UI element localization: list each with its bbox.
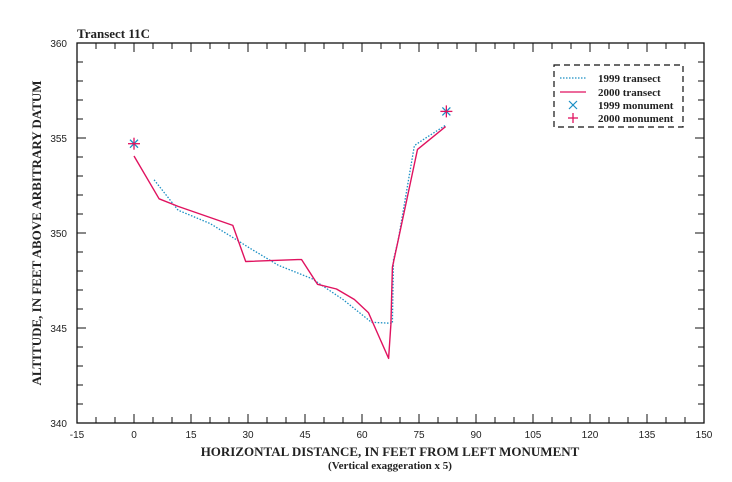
- y-axis-tick-labels: 340 345 350 355 360: [50, 39, 67, 430]
- x-axis-ticks: [76, 43, 705, 423]
- legend-2000-monument-label: 2000 monument: [598, 113, 674, 125]
- x-tick-label: 60: [356, 430, 368, 441]
- x-tick-label: 15: [185, 430, 197, 441]
- x-tick-label: -15: [70, 430, 85, 441]
- x-tick-label: 0: [131, 430, 137, 441]
- legend: 1999 transect 2000 transect 1999 monumen…: [553, 64, 684, 128]
- chart-title: Transect 11C: [77, 26, 150, 41]
- x-tick-label: 45: [299, 430, 311, 441]
- plus-marker-icon: [128, 137, 140, 150]
- y-axis-title: ALTITUDE, IN FEET ABOVE ARBITRARY DATUM: [29, 80, 44, 385]
- y-tick-label: 350: [50, 229, 67, 240]
- y-tick-label: 355: [50, 134, 67, 145]
- 2000-transect-line: [133, 126, 447, 360]
- legend-1999-transect-label: 1999 transect: [598, 73, 661, 85]
- plus-marker-icon: [440, 105, 453, 118]
- legend-plus-marker-icon: [568, 113, 578, 123]
- x-tick-label: 75: [413, 430, 425, 441]
- y-tick-label: 340: [50, 419, 67, 430]
- x-axis-tick-labels: -15 0 15 30 45 60 75 90 105 120 135 150: [70, 430, 713, 441]
- x-axis-subtitle: (Vertical exaggeration x 5): [328, 460, 452, 472]
- 1999-transect-line: [153, 124, 447, 324]
- y-tick-label: 360: [50, 39, 67, 50]
- y-tick-label: 345: [50, 324, 67, 335]
- series-layer: [128, 105, 453, 360]
- x-tick-label: 150: [696, 430, 713, 441]
- x-tick-label: 135: [639, 430, 656, 441]
- legend-2000-transect-label: 2000 transect: [598, 87, 661, 99]
- y-axis-ticks: [77, 42, 704, 424]
- legend-box: [553, 64, 684, 128]
- x-tick-label: 90: [470, 430, 482, 441]
- x-axis-title: HORIZONTAL DISTANCE, IN FEET FROM LEFT M…: [201, 444, 580, 459]
- x-tick-label: 30: [242, 430, 254, 441]
- x-tick-label: 105: [525, 430, 542, 441]
- x-tick-label: 120: [582, 430, 599, 441]
- legend-x-marker-icon: [568, 100, 578, 110]
- legend-1999-monument-label: 1999 monument: [598, 100, 674, 112]
